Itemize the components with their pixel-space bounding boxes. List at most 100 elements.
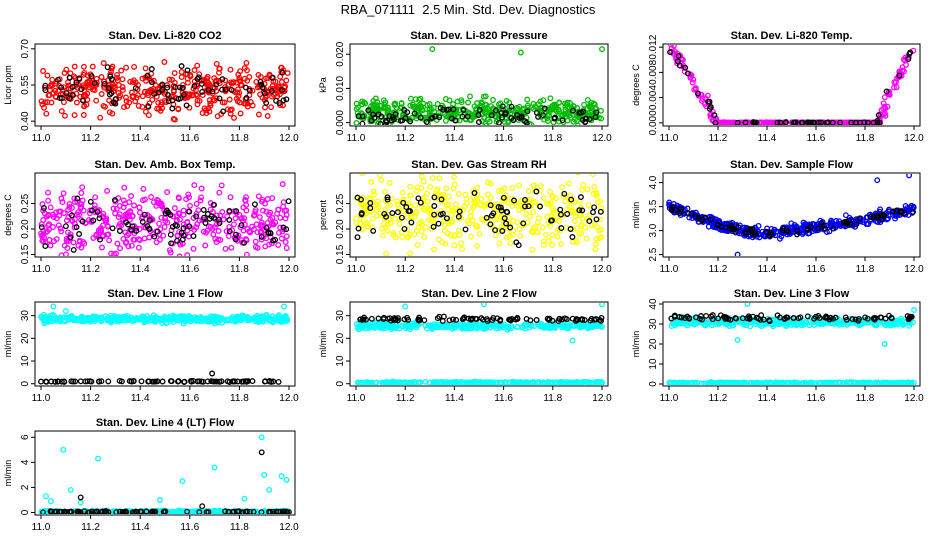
data-point [590, 100, 597, 107]
data-point [211, 75, 218, 82]
data-point [477, 201, 484, 208]
data-point [586, 218, 593, 225]
data-point [368, 179, 375, 186]
data-point [684, 209, 691, 216]
data-point [251, 212, 258, 218]
y-tick-label: 3.0 [648, 223, 659, 237]
data-point [550, 207, 557, 214]
data-point [549, 317, 556, 324]
data-point [130, 378, 137, 384]
data-point [558, 322, 564, 329]
data-point [539, 112, 546, 119]
data-point [483, 122, 490, 125]
data-point [593, 216, 600, 223]
data-point [171, 70, 178, 77]
data-point [280, 97, 287, 104]
data-point [227, 194, 234, 201]
data-point [276, 229, 282, 236]
data-point [567, 226, 574, 232]
data-point [45, 197, 52, 204]
data-point [514, 314, 521, 321]
data-point [224, 316, 231, 323]
data-point [476, 106, 483, 113]
data-point [879, 380, 886, 385]
y-tick-label: 0.20 [335, 219, 346, 239]
data-point [193, 200, 200, 207]
data-point [268, 104, 275, 111]
data-point [478, 324, 485, 331]
panel-title: Stan. Dev. Amb. Box Temp. [95, 159, 236, 171]
y-tick-label: 0.70 [20, 39, 31, 59]
data-point [438, 196, 445, 203]
y-tick-label: 0 [648, 381, 659, 387]
data-point [873, 214, 880, 221]
data-point [91, 202, 98, 209]
data-point [668, 45, 674, 48]
data-point [856, 315, 862, 322]
data-point [359, 226, 366, 233]
data-point [886, 312, 893, 319]
data-point [523, 119, 530, 125]
data-point [686, 315, 693, 322]
data-point [68, 378, 75, 385]
data-point [187, 202, 193, 209]
data-point [185, 191, 192, 198]
data-point [407, 192, 414, 199]
data-point [236, 74, 243, 81]
data-point [408, 380, 415, 385]
data-point [96, 378, 103, 385]
x-tick-label: 11.4 [758, 264, 777, 275]
data-point [112, 100, 119, 107]
data-point [122, 316, 129, 323]
y-tick-label: 10 [335, 355, 346, 367]
data-point [881, 341, 888, 347]
data-point [506, 221, 513, 228]
data-point [269, 313, 276, 320]
data-point [114, 240, 121, 247]
data-point [50, 224, 56, 230]
data-point [462, 191, 469, 198]
data-point [165, 315, 172, 322]
y-axis-label: percent [318, 199, 328, 230]
data-point [178, 63, 185, 70]
data-point [423, 190, 430, 197]
data-point [139, 75, 146, 82]
data-point [749, 231, 756, 238]
data-point [398, 100, 405, 107]
data-point [87, 198, 94, 205]
data-point [200, 378, 207, 385]
data-point [748, 379, 755, 385]
data-point [502, 379, 509, 385]
data-point [164, 84, 171, 91]
data-point [523, 315, 530, 322]
x-tick-label: 11.8 [856, 393, 875, 404]
data-point [704, 380, 711, 385]
data-point [114, 71, 121, 78]
data-point [263, 99, 270, 106]
data-point [766, 318, 773, 325]
data-point [359, 98, 366, 105]
data-point [406, 231, 413, 238]
data-point [185, 315, 192, 322]
data-point [857, 119, 864, 125]
data-point [392, 317, 399, 324]
data-point [79, 184, 86, 191]
data-point [254, 229, 261, 236]
data-point [861, 319, 868, 326]
data-point [430, 104, 437, 111]
panel-title: Stan. Dev. Line 1 Flow [107, 288, 223, 300]
data-point [376, 174, 383, 179]
data-point [451, 242, 458, 249]
chart-panel-4: Stan. Dev. Amb. Box Temp.degrees C11.0 11… [3, 159, 299, 275]
data-point [222, 86, 229, 93]
data-point [566, 112, 573, 119]
data-point [404, 109, 411, 116]
data-point [378, 113, 385, 120]
data-point [524, 96, 531, 103]
data-point [283, 77, 290, 84]
data-point [561, 315, 568, 322]
data-point [54, 317, 61, 324]
data-point [73, 79, 80, 86]
data-point [689, 79, 696, 86]
data-point [135, 316, 142, 323]
